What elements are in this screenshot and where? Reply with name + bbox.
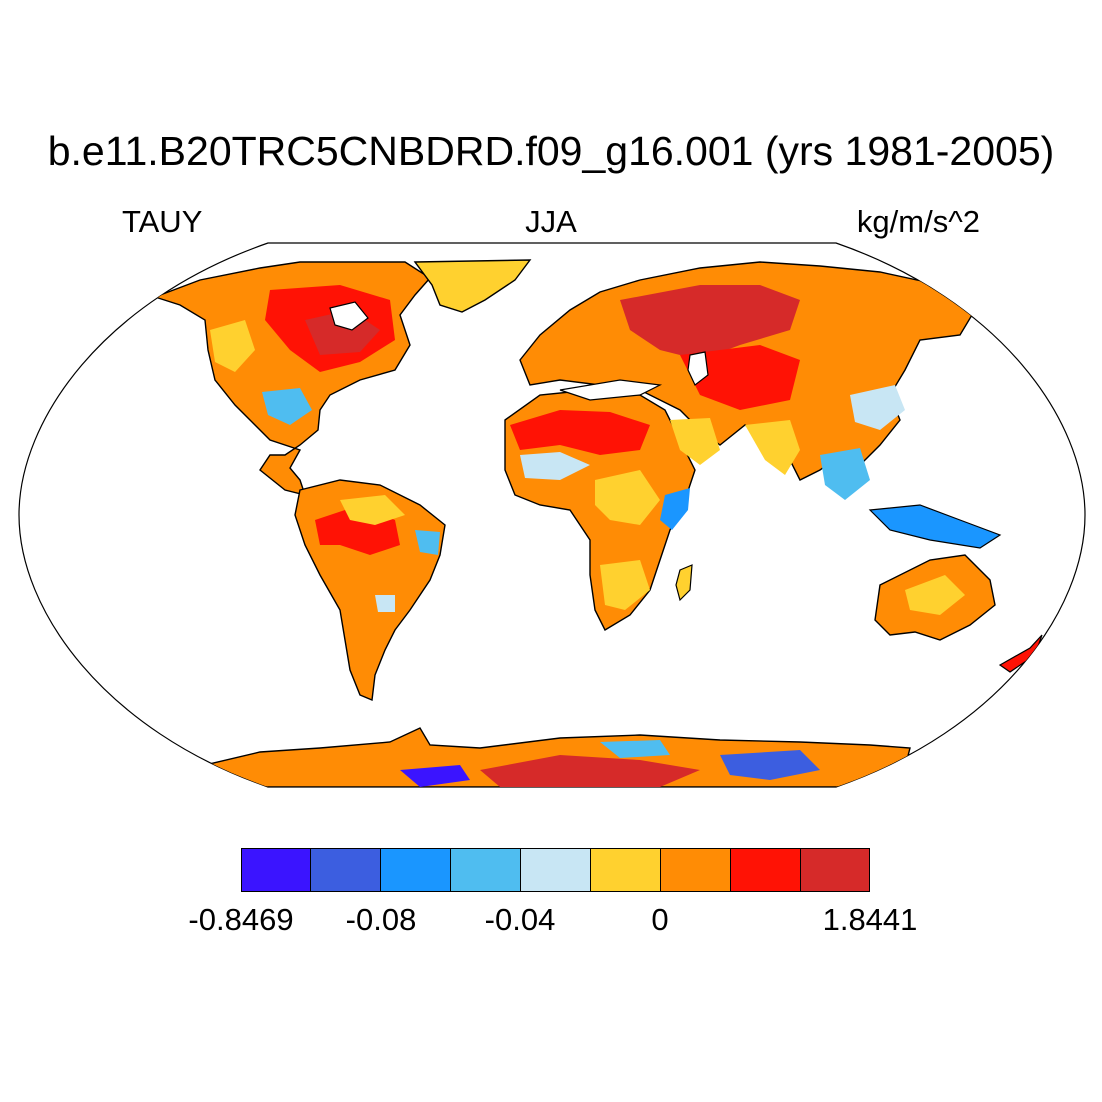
india-yellow	[745, 420, 800, 475]
colorbar-label-4: 0	[651, 902, 669, 937]
antarctica-blue-east	[720, 750, 820, 780]
australia-yellow	[905, 575, 965, 615]
greenland	[413, 259, 532, 313]
arabia-yellow	[670, 418, 720, 465]
east-asia-lightblue	[850, 385, 905, 430]
season-label: JJA	[525, 204, 577, 239]
variable-label: TAUY	[122, 204, 203, 239]
south-america-yellow	[340, 495, 405, 525]
colorbar-label-2: -0.08	[345, 902, 417, 937]
colorbar-box-9	[800, 848, 870, 892]
indonesia	[868, 504, 1002, 549]
east-africa-blue	[660, 488, 690, 530]
sahara-red	[510, 410, 650, 455]
madagascar	[675, 564, 693, 602]
siberia-darkred	[620, 285, 800, 360]
units-label: kg/m/s^2	[856, 204, 980, 239]
map-title: b.e11.B20TRC5CNBDRD.f09_g16.001 (yrs 198…	[47, 128, 1055, 174]
south-africa-yellow	[600, 560, 650, 610]
mediterranean	[559, 379, 663, 401]
antarctica-lightblue	[600, 740, 670, 758]
colorbar-label-1: -0.8469	[188, 902, 294, 937]
africa-lightblue	[520, 452, 590, 480]
north-america-blue	[262, 388, 312, 425]
africa-yellow	[595, 470, 660, 525]
colorbar-box-5	[520, 848, 591, 892]
colorbar-box-1	[241, 848, 311, 892]
colorbar-box-2	[310, 848, 381, 892]
colorbar-box-3	[380, 848, 451, 892]
central-asia-red	[680, 345, 800, 410]
colorbar-box-7	[660, 848, 731, 892]
brazil-blue	[415, 530, 440, 555]
colorbar-label-3: -0.04	[484, 902, 556, 937]
canada-yellow	[210, 320, 255, 372]
southeast-asia-blue	[820, 448, 870, 500]
caspian-sea	[687, 351, 709, 386]
colorbar-box-8	[730, 848, 801, 892]
colorbar-box-4	[450, 848, 521, 892]
hudson-bay	[329, 301, 369, 331]
antarctica-red	[480, 755, 700, 787]
south-america-lightblue	[375, 595, 395, 612]
colorbar-label-5: 1.8441	[822, 902, 918, 937]
colorbar-box-6	[590, 848, 661, 892]
antarctica-blue	[400, 765, 470, 787]
